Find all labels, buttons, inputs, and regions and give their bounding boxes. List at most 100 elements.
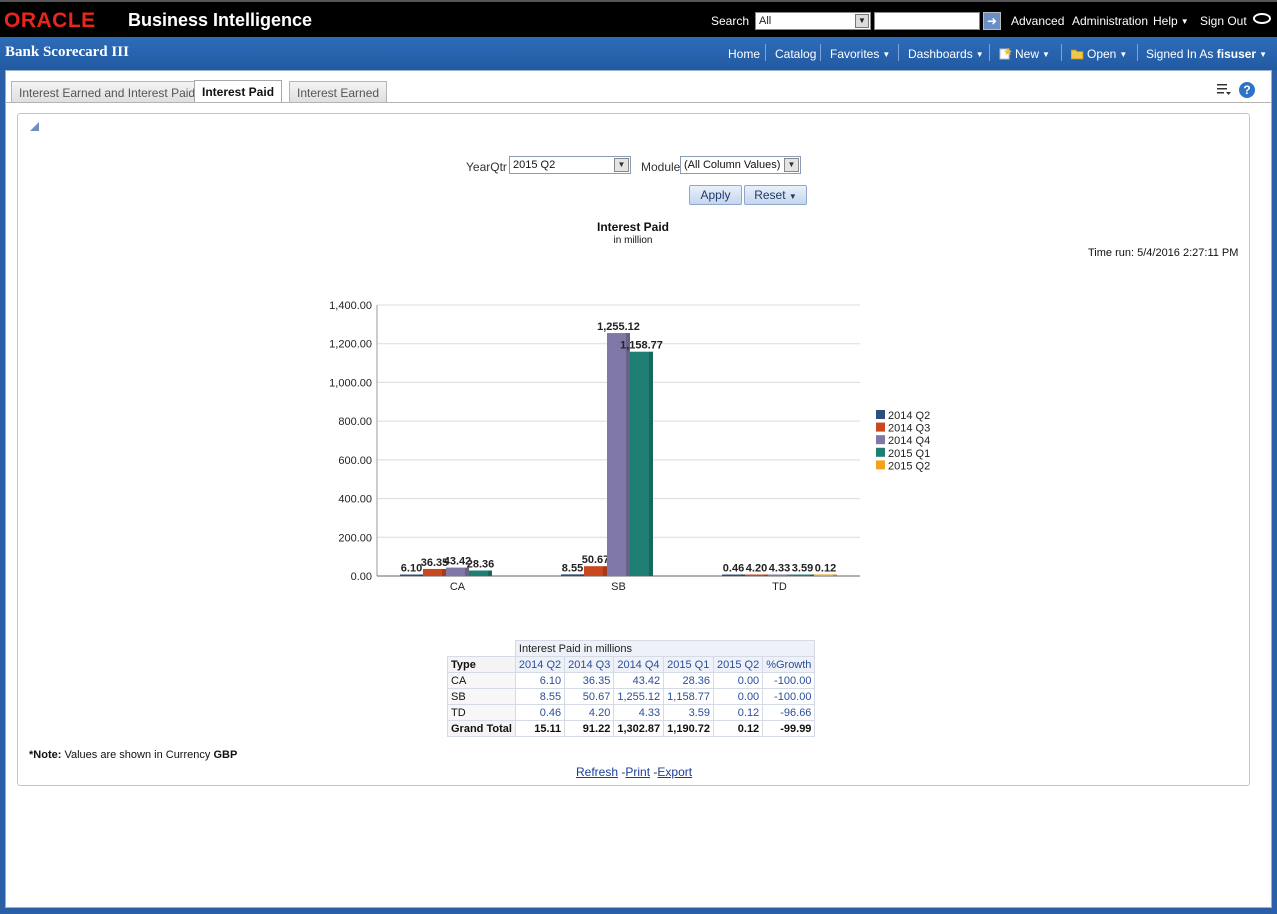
help-menu-label: Help [1153, 14, 1178, 28]
search-go-button[interactable]: ➜ [983, 12, 1001, 30]
table-cell[interactable]: -96.66 [762, 704, 816, 721]
bar [814, 574, 837, 576]
chevron-down-icon[interactable]: ▼ [855, 14, 869, 28]
data-label: 43.42 [444, 556, 472, 568]
y-tick-label: 1,000.00 [329, 377, 372, 389]
x-tick-label: SB [611, 581, 626, 593]
nav-divider [820, 44, 821, 61]
table-cell[interactable]: 0.12 [712, 704, 764, 721]
legend-label: 2014 Q3 [888, 423, 930, 435]
table-row: SB 8.55 50.67 1,255.12 1,158.77 0.00 -10… [447, 688, 816, 705]
data-label: 8.55 [562, 562, 583, 574]
collapse-section-icon[interactable] [30, 122, 39, 131]
note-text: Values are shown in Currency [61, 749, 214, 761]
tab-interest-earned[interactable]: Interest Earned [289, 81, 388, 103]
sign-out-link[interactable]: Sign Out [1200, 14, 1247, 28]
table-cell[interactable]: 0.00 [712, 688, 764, 705]
page-options-icon[interactable] [1217, 82, 1231, 96]
advanced-link[interactable]: Advanced [1011, 14, 1065, 28]
bar-shadow [810, 574, 814, 576]
reset-button[interactable]: Reset ▼ [744, 185, 807, 205]
page-tabs: Interest Earned and Interest Paid Intere… [6, 71, 1271, 103]
top-bar: ORACLE Business Intelligence Search All … [0, 0, 1277, 37]
column-header[interactable]: %Growth [762, 656, 816, 673]
bar [469, 570, 492, 576]
module-label: Module [641, 160, 681, 174]
yearqtr-select[interactable]: 2015 Q2 ▼ [509, 156, 631, 174]
export-link[interactable]: Export [657, 765, 693, 779]
currency-note: *Note: Values are shown in Currency GBP [29, 749, 237, 761]
bar [423, 568, 446, 576]
legend-label: 2014 Q2 [888, 410, 930, 422]
data-label: 6.10 [401, 563, 422, 575]
note-prefix: *Note: [29, 749, 62, 761]
x-tick-label: CA [450, 581, 466, 593]
table-cell[interactable]: 1,158.77 [663, 688, 714, 705]
chevron-down-icon[interactable]: ▼ [784, 158, 799, 172]
report-links: Refresh -Print -Export [576, 765, 693, 779]
table-cell[interactable]: 0.00 [712, 672, 764, 689]
bar-shadow [603, 566, 607, 576]
chevron-down-icon: ▼ [975, 50, 984, 59]
open-menu[interactable]: Open ▼ [1071, 47, 1127, 61]
bar-shadow [465, 567, 469, 576]
table-cell[interactable]: 6.10 [514, 672, 566, 689]
open-label: Open [1087, 47, 1117, 61]
apply-button[interactable]: Apply [689, 185, 742, 205]
column-header[interactable]: 2014 Q4 [613, 656, 665, 673]
search-scope-select[interactable]: All ▼ [755, 12, 871, 30]
chevron-down-icon: ▼ [788, 192, 797, 201]
administration-link[interactable]: Administration [1072, 14, 1149, 28]
module-select[interactable]: (All Column Values) ▼ [680, 156, 801, 174]
folder-icon [1071, 49, 1084, 60]
favorites-menu[interactable]: Favorites ▼ [830, 47, 890, 61]
chevron-down-icon[interactable]: ▼ [614, 158, 629, 172]
column-header[interactable]: 2015 Q1 [663, 656, 714, 673]
table-cell[interactable]: 3.59 [663, 704, 714, 721]
table-cell[interactable]: 50.67 [564, 688, 615, 705]
dashboards-label: Dashboards [908, 47, 973, 61]
tab-interest-earned-and-paid[interactable]: Interest Earned and Interest Paid [11, 81, 204, 103]
interest-paid-chart: 0.00 200.00 400.00 600.00 800.00 1,000.00 1,20… [329, 300, 930, 593]
help-menu[interactable]: Help ▼ [1153, 14, 1189, 28]
bar-shadow [787, 574, 791, 576]
search-input[interactable] [874, 12, 980, 30]
new-menu[interactable]: New ▼ [999, 47, 1050, 61]
column-header[interactable]: 2014 Q3 [564, 656, 615, 673]
signed-in-menu[interactable]: Signed In As fisuser ▼ [1146, 47, 1267, 61]
legend-swatch [876, 410, 885, 419]
column-header[interactable]: 2015 Q2 [712, 656, 764, 673]
table-cell[interactable]: 43.42 [613, 672, 665, 689]
table-cell[interactable]: -100.00 [762, 688, 816, 705]
bar [446, 567, 469, 576]
table-cell[interactable]: 28.36 [663, 672, 714, 689]
table-cell[interactable]: -100.00 [762, 672, 816, 689]
column-header[interactable]: 2014 Q2 [514, 656, 566, 673]
bar [561, 574, 584, 576]
legend-label: 2015 Q2 [888, 460, 930, 472]
new-document-icon [999, 48, 1012, 60]
legend-swatch [876, 422, 885, 432]
data-label: 36.35 [421, 557, 449, 569]
nav-divider [1137, 44, 1138, 61]
row-label: Grand Total [447, 720, 516, 737]
print-link[interactable]: Print [625, 765, 651, 779]
row-label: SB [447, 688, 516, 705]
tab-interest-paid[interactable]: Interest Paid [194, 80, 283, 103]
table-cell[interactable]: 4.20 [564, 704, 615, 721]
table-cell[interactable]: 36.35 [564, 672, 615, 689]
bar-shadow [580, 574, 584, 576]
help-icon[interactable]: ? [1239, 82, 1255, 98]
catalog-link[interactable]: Catalog [775, 47, 817, 61]
legend-swatch [876, 447, 885, 457]
table-cell[interactable]: 8.55 [514, 688, 566, 705]
table-cell[interactable]: 1,255.12 [613, 688, 665, 705]
dashboards-menu[interactable]: Dashboards ▼ [908, 47, 984, 61]
refresh-link[interactable]: Refresh [576, 765, 619, 779]
table-cell[interactable]: 0.46 [514, 704, 566, 721]
bar-shadow [442, 568, 446, 576]
home-link[interactable]: Home [728, 47, 761, 61]
table-cell[interactable]: 4.33 [613, 704, 665, 721]
main-area: Interest Earned and Interest Paid Intere… [5, 70, 1272, 908]
dashboard-title: Bank Scorecard III [5, 44, 129, 60]
